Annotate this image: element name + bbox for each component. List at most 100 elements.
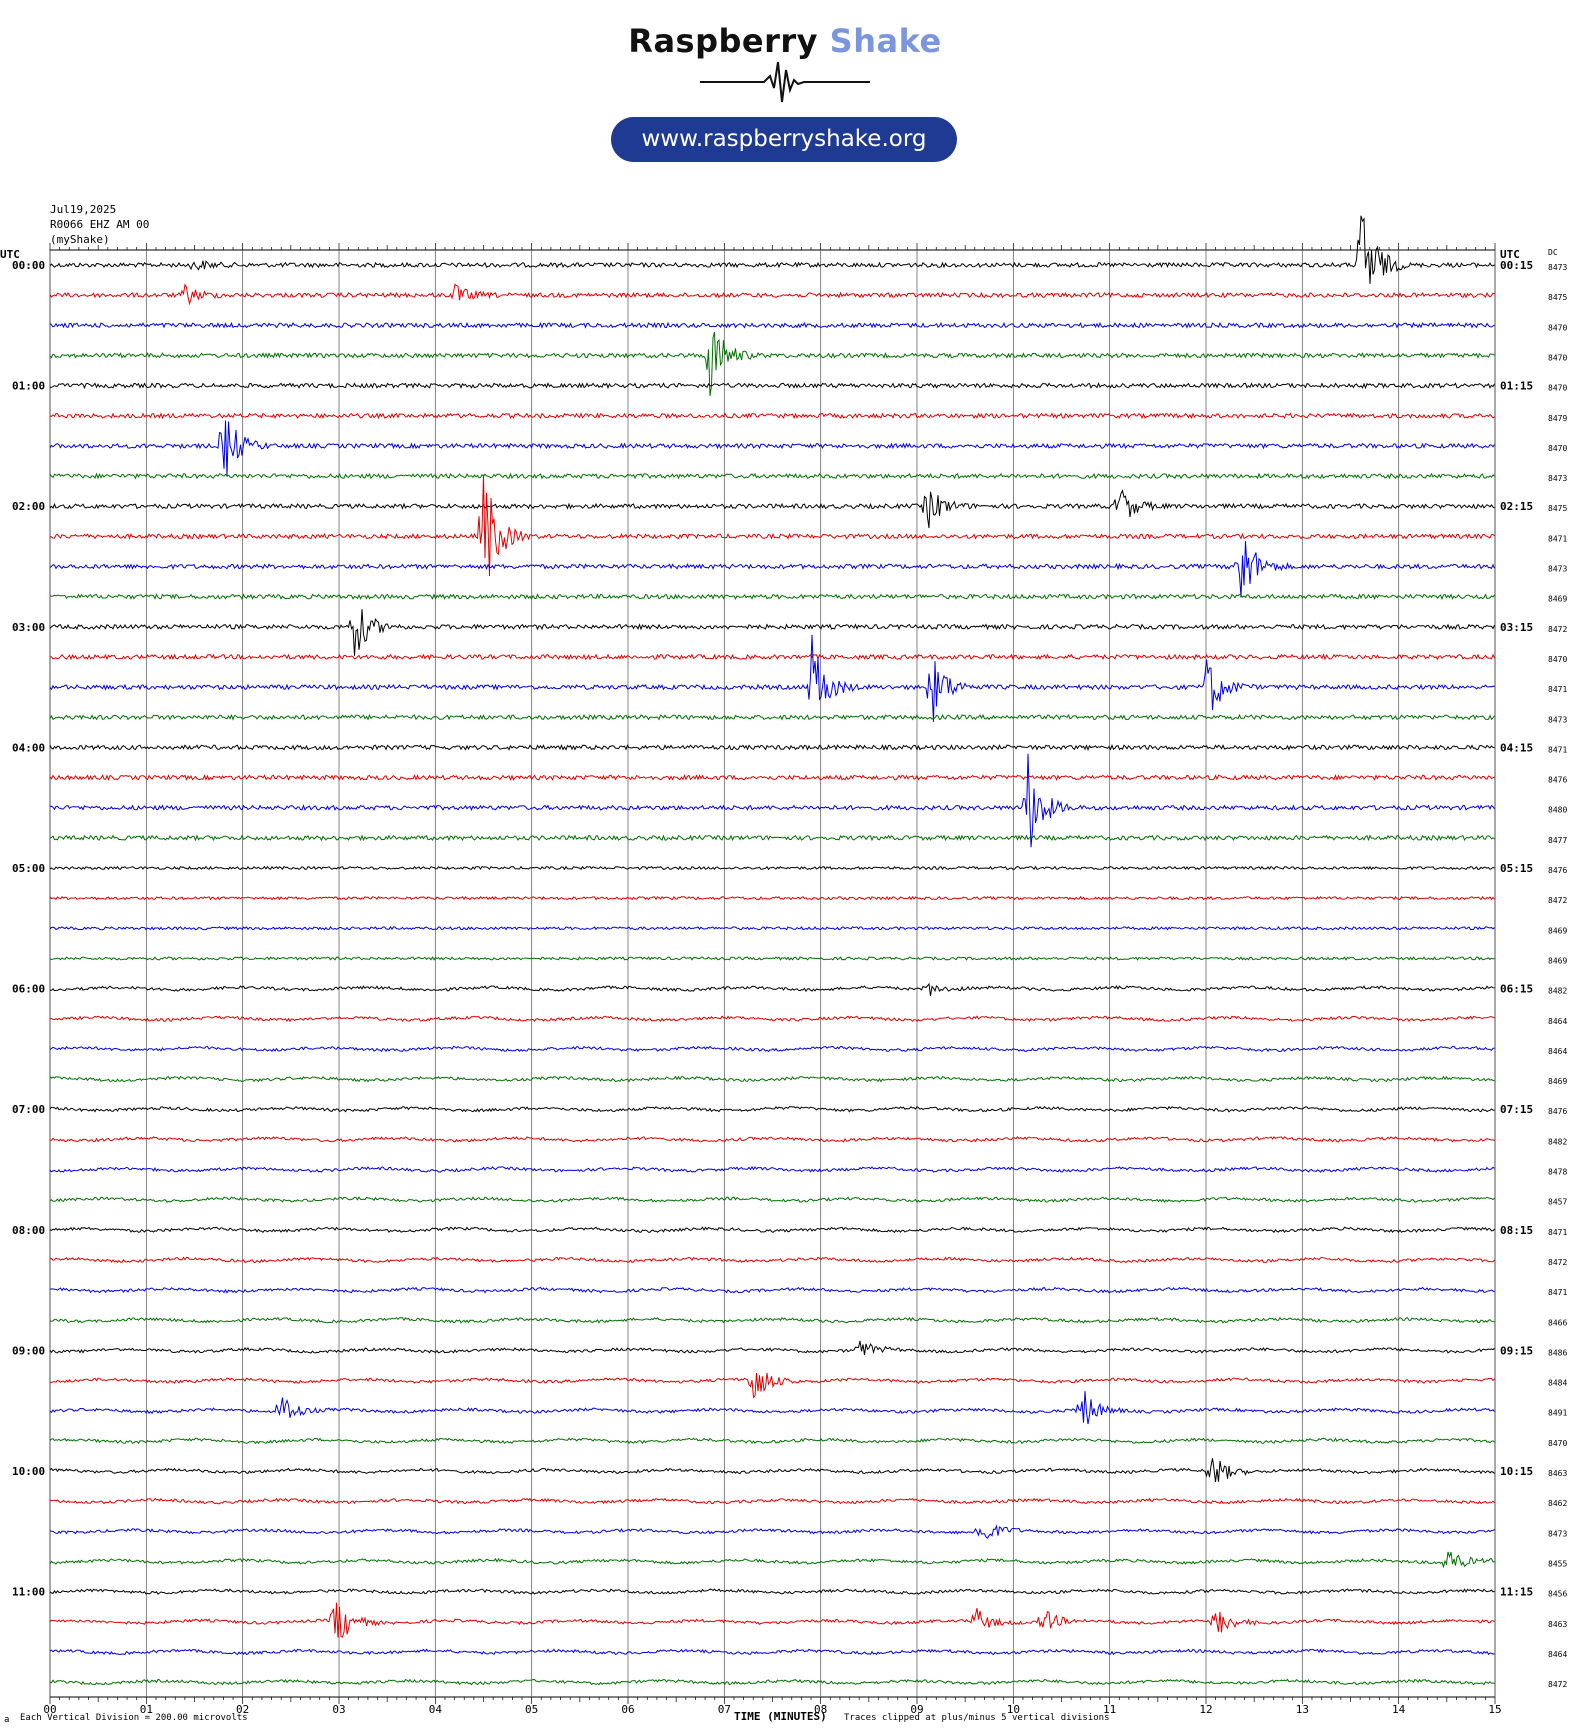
dc-value: 8466 (1548, 1318, 1567, 1327)
seismic-trace (49, 925, 1495, 931)
dc-value: 8469 (1548, 956, 1567, 965)
utc-hour-label-right: 05:15 (1500, 862, 1533, 875)
dc-value: 8470 (1548, 1439, 1567, 1448)
dc-value: 8473 (1548, 1529, 1567, 1538)
dc-value: 8472 (1548, 1680, 1567, 1689)
seismic-trace (49, 321, 1495, 329)
utc-hour-label-right: 11:15 (1500, 1586, 1533, 1599)
seismic-trace (49, 1075, 1495, 1083)
seismic-trace (49, 1316, 1495, 1324)
date-label: Jul19,2025 (50, 203, 117, 216)
utc-right-header: UTC (1500, 248, 1520, 261)
x-tick-label: 13 (1296, 1703, 1309, 1716)
seismic-trace (49, 1256, 1495, 1264)
seismic-trace (49, 1045, 1495, 1053)
dc-value: 8470 (1548, 444, 1567, 453)
seismic-trace (49, 412, 1495, 420)
seismic-trace (49, 1391, 1495, 1425)
utc-hour-label-left: 08:00 (12, 1224, 45, 1237)
dc-value: 8482 (1548, 1137, 1567, 1146)
seismic-trace (49, 1166, 1495, 1173)
seismic-trace (49, 634, 1495, 722)
utc-hour-label-right: 10:15 (1500, 1465, 1533, 1478)
x-tick-label: 04 (429, 1703, 443, 1716)
seismic-trace (49, 753, 1495, 848)
dc-value: 8480 (1548, 806, 1567, 815)
dc-value: 8469 (1548, 595, 1567, 604)
x-tick-label: 14 (1392, 1703, 1406, 1716)
dc-value: 8477 (1548, 836, 1567, 845)
dc-value: 8470 (1548, 655, 1567, 664)
seismic-trace (49, 1551, 1495, 1569)
x-tick-label: 05 (525, 1703, 538, 1716)
seismic-trace (49, 1226, 1495, 1234)
utc-hour-label-right: 08:15 (1500, 1224, 1533, 1237)
dc-value: 8473 (1548, 263, 1567, 272)
seismic-trace (49, 1196, 1495, 1203)
seismic-trace (49, 215, 1495, 284)
utc-hour-label-right: 07:15 (1500, 1103, 1533, 1116)
seismic-trace (49, 283, 1495, 306)
dc-value: 8478 (1548, 1168, 1567, 1177)
seismic-trace (49, 1602, 1495, 1638)
website-url-button[interactable]: www.raspberryshake.org (611, 117, 957, 162)
dc-value: 8472 (1548, 896, 1567, 905)
seismic-trace (49, 1497, 1495, 1505)
utc-hour-label-left: 06:00 (12, 983, 45, 996)
source-label: (myShake) (50, 233, 110, 246)
clipped-note: Traces clipped at plus/minus 5 vertical … (844, 1713, 1110, 1723)
station-label: R0066 EHZ AM 00 (50, 218, 150, 231)
seismic-trace (49, 1458, 1495, 1482)
seismic-trace (49, 895, 1495, 901)
dc-value: 8471 (1548, 745, 1567, 754)
seismic-trace (49, 1437, 1495, 1445)
dc-value: 8471 (1548, 1288, 1567, 1297)
dc-value: 8455 (1548, 1559, 1567, 1568)
seismic-trace (49, 541, 1495, 598)
dc-value: 8471 (1548, 1228, 1567, 1237)
brand-name-part2: Shake (818, 22, 942, 60)
utc-hour-label-left: 11:00 (12, 1586, 45, 1599)
corner-mark: a (4, 1715, 10, 1725)
dc-value: 8471 (1548, 534, 1567, 543)
dc-value: 8464 (1548, 1047, 1567, 1056)
seismic-trace (49, 956, 1495, 961)
dc-value: 8486 (1548, 1348, 1567, 1357)
brand-logo-text: Raspberry Shake (0, 22, 1570, 60)
x-tick-label: 06 (621, 1703, 634, 1716)
dc-value: 8473 (1548, 474, 1567, 483)
utc-hour-label-right: 09:15 (1500, 1344, 1533, 1357)
seismic-trace (49, 1648, 1495, 1656)
seismic-trace (49, 474, 1495, 577)
seismic-trace (49, 1524, 1495, 1539)
x-tick-label: 01 (140, 1703, 153, 1716)
seismic-trace (49, 1286, 1495, 1294)
dc-value: 8463 (1548, 1620, 1567, 1629)
dc-value: 8475 (1548, 293, 1567, 302)
x-tick-label: 10 (1007, 1703, 1020, 1716)
x-tick-label: 12 (1199, 1703, 1212, 1716)
dc-value: 8475 (1548, 504, 1567, 513)
dc-value: 8470 (1548, 323, 1567, 332)
utc-hour-label-right: 04:15 (1500, 741, 1533, 754)
x-tick-label: 11 (1103, 1703, 1116, 1716)
dc-value: 8484 (1548, 1379, 1567, 1388)
utc-hour-label-right: 01:15 (1500, 380, 1533, 393)
utc-hour-label-left: 04:00 (12, 741, 45, 754)
seismic-trace (49, 865, 1495, 871)
utc-hour-label-left: 02:00 (12, 500, 45, 513)
x-tick-label: 02 (236, 1703, 249, 1716)
seismic-trace (49, 1105, 1495, 1113)
brand-name-part1: Raspberry (628, 22, 819, 60)
dc-value: 8463 (1548, 1469, 1567, 1478)
dc-value: 8476 (1548, 1107, 1567, 1116)
dc-value: 8464 (1548, 1650, 1567, 1659)
seismic-trace (49, 609, 1495, 656)
utc-left-header: UTC (0, 248, 20, 261)
dc-value: 8457 (1548, 1198, 1567, 1207)
seismic-trace (49, 834, 1495, 842)
dc-value: 8469 (1548, 926, 1567, 935)
seismic-trace (49, 1678, 1495, 1686)
seismic-trace (49, 472, 1495, 480)
